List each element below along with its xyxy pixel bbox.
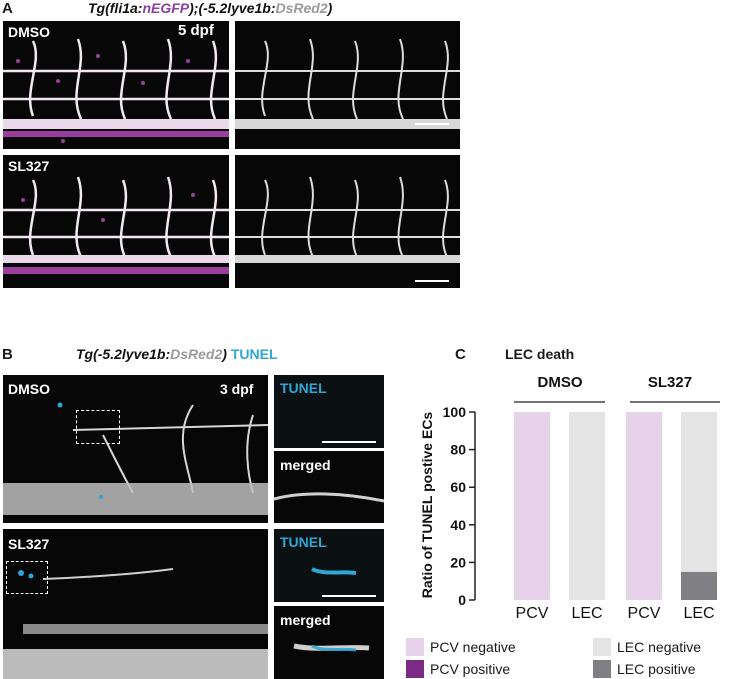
legend-label: PCV positive <box>430 661 511 677</box>
tg-mid: );(-5.2lyve1b: <box>189 0 276 16</box>
panel-a-dmso-dsred-image <box>235 21 460 149</box>
panel-b-sl327-image <box>3 529 268 679</box>
legend-item-pcv-positive: PCV positive <box>406 660 510 678</box>
panel-a-transgene-title: Tg(fli1a:nEGFP);(-5.2lyve1b:DsRed2) <box>88 0 332 16</box>
legend-swatch <box>406 638 424 656</box>
bars-group <box>514 412 717 600</box>
bar-segment-lec-negative <box>681 412 717 572</box>
tg-dsred: DsRed2 <box>170 346 223 362</box>
bar-segment-pcv-negative <box>626 412 662 600</box>
y-axis-label: Ratio of TUNEL postive ECs <box>419 412 435 599</box>
legend-item-lec-positive: LEC positive <box>593 660 696 678</box>
legend-swatch <box>406 660 424 678</box>
panel-b-dmso-label: DMSO <box>8 381 50 397</box>
merged-vessel-graphic <box>274 492 384 503</box>
y-tick-label: 60 <box>450 479 466 495</box>
panel-a-dmso-merge-image <box>3 21 229 149</box>
panel-a-letter: A <box>2 0 13 17</box>
y-tick-label: 80 <box>450 442 466 458</box>
lymphatic-grey-graphic <box>3 402 268 515</box>
vessel-merge-graphic <box>3 176 229 274</box>
panel-b-sl327-merged-inset <box>274 606 384 679</box>
panel-a-sl327-label: SL327 <box>8 158 50 174</box>
tunel-title: TUNEL <box>230 346 278 362</box>
merged-vessel-graphic <box>293 643 370 652</box>
panel-a-sl327-merge-image <box>3 155 229 288</box>
scale-bar <box>415 123 449 125</box>
legend-swatch <box>593 638 611 656</box>
vessel-grey-graphic <box>235 38 460 129</box>
y-tick-label: 100 <box>443 404 467 420</box>
scale-bar <box>322 595 376 597</box>
vessel-merge-graphic <box>3 38 229 143</box>
inset-tunel-label: TUNEL <box>280 534 327 550</box>
y-tick-label: 40 <box>450 517 466 533</box>
chart-title: LEC death <box>505 346 575 362</box>
tg-prefix: Tg(fli1a: <box>88 0 143 16</box>
bar-segment-lec-negative <box>569 412 605 600</box>
panel-c-letter: C <box>455 346 466 363</box>
tg-dsred: DsRed2 <box>275 0 328 16</box>
panel-b-transgene-title: Tg(-5.2lyve1b:DsRed2) TUNEL <box>76 346 278 362</box>
inset-tunel-label: TUNEL <box>280 380 327 396</box>
panel-a-sl327-dsred-image <box>235 155 460 288</box>
inset-merged-label: merged <box>280 612 331 628</box>
inset-merged-label: merged <box>280 457 331 473</box>
legend-item-lec-negative: LEC negative <box>593 638 701 656</box>
x-tick-label: PCV <box>628 605 661 620</box>
zoom-region-box <box>76 410 120 444</box>
tg-suffix: ) <box>222 346 227 362</box>
y-tick-label: 20 <box>450 554 466 570</box>
panel-a-dmso-label: DMSO <box>8 24 50 40</box>
panel-b-stage-label: 3 dpf <box>220 381 254 397</box>
panel-b-dmso-image <box>3 375 268 523</box>
group-label-sl327: SL327 <box>648 374 692 391</box>
panel-b-letter: B <box>2 346 13 363</box>
zoom-region-box <box>6 561 48 594</box>
panel-b-sl327-label: SL327 <box>8 536 50 552</box>
bar-segment-pcv-negative <box>514 412 550 600</box>
scale-bar <box>322 441 376 443</box>
x-axis: PCV LEC PCV LEC <box>516 605 715 620</box>
panel-b-dmso-merged-inset <box>274 451 384 523</box>
legend-label: PCV negative <box>430 639 516 655</box>
stacked-bar-chart: DMSO SL327 Ratio of TUNEL postive ECs 0 2… <box>419 374 720 620</box>
panel-a-stage-label: 5 dpf <box>178 22 214 39</box>
tg-negfp: nEGFP <box>142 0 190 16</box>
x-tick-label: PCV <box>516 605 549 620</box>
panel-b-sl327-tunel-inset <box>274 529 384 602</box>
legend-label: LEC positive <box>617 661 696 677</box>
tunel-signal-graphic <box>311 567 357 575</box>
y-axis: 0 20 40 60 80 100 <box>443 404 476 608</box>
legend-swatch <box>593 660 611 678</box>
group-label-dmso: DMSO <box>538 374 583 391</box>
tg-prefix: Tg(-5.2lyve1b: <box>76 346 171 362</box>
legend-item-pcv-negative: PCV negative <box>406 638 516 656</box>
x-tick-label: LEC <box>683 605 714 620</box>
tg-suffix: ) <box>327 0 333 16</box>
panel-b-dmso-tunel-inset <box>274 375 384 448</box>
vessel-grey-graphic <box>235 176 460 263</box>
scale-bar <box>415 280 449 282</box>
legend-label: LEC negative <box>617 639 702 655</box>
y-tick-label: 0 <box>458 592 466 608</box>
x-tick-label: LEC <box>571 605 602 620</box>
lymphatic-grey-graphic <box>3 568 268 679</box>
bar-segment-lec-positive <box>681 571 717 600</box>
